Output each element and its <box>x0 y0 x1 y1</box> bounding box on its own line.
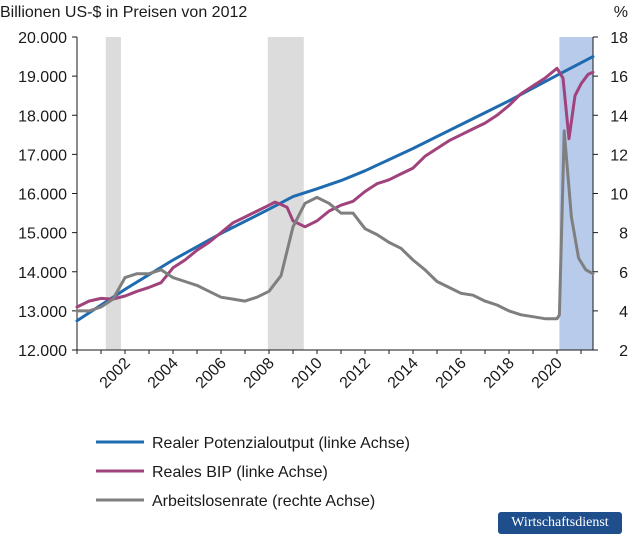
x-tick-label-5: 2012 <box>337 355 374 392</box>
x-tick-label-6: 2014 <box>385 355 422 392</box>
left-tick-label-4: 16.000 <box>18 187 67 204</box>
right-tick-label-4: 10 <box>610 187 628 204</box>
legend-label-gdp: Reales BIP (linke Achse) <box>152 464 328 481</box>
x-tick-label-4: 2010 <box>289 355 326 392</box>
right-tick-label-1: 4 <box>619 304 628 321</box>
right-tick-label-3: 8 <box>619 226 628 243</box>
right-axis-title: % <box>614 4 628 21</box>
left-tick-label-2: 14.000 <box>18 265 67 282</box>
left-axis-title: Billionen US-$ in Preisen von 2012 <box>0 4 247 21</box>
x-tick-label-3: 2008 <box>241 355 278 392</box>
right-tick-label-6: 14 <box>610 108 628 125</box>
right-tick-label-5: 12 <box>610 147 628 164</box>
line-real-gdp <box>75 66 595 309</box>
shaded-periods <box>105 37 593 350</box>
line-potential-output <box>75 55 595 323</box>
left-tick-label-3: 15.000 <box>18 226 67 243</box>
right-tick-label-7: 16 <box>610 69 628 86</box>
x-tick-label-9: 2020 <box>529 355 566 392</box>
series-lines <box>75 55 595 323</box>
line-unemployment-rate <box>75 129 595 321</box>
x-tick-label-2: 2006 <box>193 355 230 392</box>
legend-label-unemployment: Arbeitslosenrate (rechte Achse) <box>152 493 375 510</box>
x-tick-label-1: 2004 <box>145 355 182 392</box>
left-tick-labels: 12.000 13.000 14.000 15.000 16.000 17.000 18.0… <box>18 30 67 360</box>
legend: Realer Potenzialoutput (linke Achse) Rea… <box>96 435 410 510</box>
right-tick-label-0: 2 <box>619 343 628 360</box>
axes <box>72 36 598 354</box>
x-tick-labels: 2002 2004 2006 2008 2010 2012 2014 2016 2018 2020 <box>97 355 566 392</box>
right-tick-labels: 2 4 6 8 10 12 14 16 18 <box>610 30 628 360</box>
x-tick-label-7: 2016 <box>433 355 470 392</box>
left-tick-label-1: 13.000 <box>18 304 67 321</box>
left-tick-label-0: 12.000 <box>18 343 67 360</box>
left-tick-label-7: 19.000 <box>18 69 67 86</box>
publisher-badge: Wirtschaftsdienst <box>498 512 622 534</box>
right-tick-label-2: 6 <box>619 265 628 282</box>
right-tick-label-8: 18 <box>610 30 628 47</box>
left-tick-label-5: 17.000 <box>18 147 67 164</box>
x-tick-label-8: 2018 <box>481 355 518 392</box>
legend-label-potential: Realer Potenzialoutput (linke Achse) <box>152 435 410 452</box>
x-tick-label-0: 2002 <box>97 355 134 392</box>
left-tick-label-8: 20.000 <box>18 30 67 47</box>
recession-band-0 <box>105 37 121 350</box>
left-tick-label-6: 18.000 <box>18 108 67 125</box>
